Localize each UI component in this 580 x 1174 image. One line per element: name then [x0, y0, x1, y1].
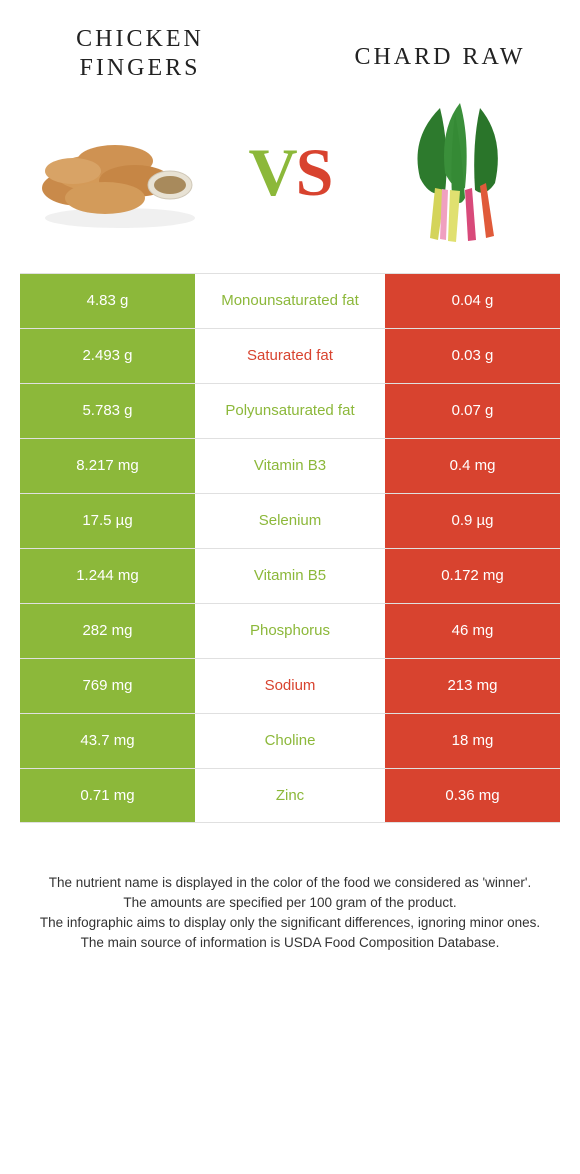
footer-notes: The nutrient name is displayed in the co… [0, 823, 580, 954]
vs-s: S [296, 134, 332, 210]
left-value: 43.7 mg [20, 714, 195, 768]
right-value: 18 mg [385, 714, 560, 768]
right-value: 0.36 mg [385, 769, 560, 822]
right-value: 0.07 g [385, 384, 560, 438]
left-value: 4.83 g [20, 274, 195, 328]
left-food-title: Chicken fingers [40, 25, 240, 83]
left-value: 0.71 mg [20, 769, 195, 822]
table-row: 4.83 gMonounsaturated fat0.04 g [20, 273, 560, 328]
left-food-image [30, 103, 210, 243]
table-row: 43.7 mgCholine18 mg [20, 713, 560, 768]
right-value: 0.04 g [385, 274, 560, 328]
nutrient-label: Vitamin B3 [195, 439, 385, 493]
nutrient-label: Vitamin B5 [195, 549, 385, 603]
vs-v: V [249, 134, 296, 210]
table-row: 2.493 gSaturated fat0.03 g [20, 328, 560, 383]
footer-line: The amounts are specified per 100 gram o… [35, 893, 545, 913]
table-row: 1.244 mgVitamin B50.172 mg [20, 548, 560, 603]
left-value: 5.783 g [20, 384, 195, 438]
footer-line: The nutrient name is displayed in the co… [35, 873, 545, 893]
nutrient-label: Saturated fat [195, 329, 385, 383]
right-food-image [370, 103, 550, 243]
table-row: 282 mgPhosphorus46 mg [20, 603, 560, 658]
right-value: 0.03 g [385, 329, 560, 383]
left-value: 1.244 mg [20, 549, 195, 603]
nutrient-label: Sodium [195, 659, 385, 713]
header: Chicken fingers Chard raw [0, 0, 580, 93]
table-row: 0.71 mgZinc0.36 mg [20, 768, 560, 823]
nutrient-label: Selenium [195, 494, 385, 548]
left-value: 17.5 µg [20, 494, 195, 548]
left-value: 2.493 g [20, 329, 195, 383]
table-row: 5.783 gPolyunsaturated fat0.07 g [20, 383, 560, 438]
footer-line: The infographic aims to display only the… [35, 913, 545, 933]
vs-row: VS [0, 93, 580, 273]
table-row: 769 mgSodium213 mg [20, 658, 560, 713]
right-value: 0.172 mg [385, 549, 560, 603]
nutrient-table: 4.83 gMonounsaturated fat0.04 g2.493 gSa… [20, 273, 560, 823]
nutrient-label: Polyunsaturated fat [195, 384, 385, 438]
nutrient-label: Zinc [195, 769, 385, 822]
nutrient-label: Phosphorus [195, 604, 385, 658]
left-value: 8.217 mg [20, 439, 195, 493]
left-value: 282 mg [20, 604, 195, 658]
left-value: 769 mg [20, 659, 195, 713]
right-value: 213 mg [385, 659, 560, 713]
nutrient-label: Monounsaturated fat [195, 274, 385, 328]
vs-label: VS [249, 133, 332, 212]
table-row: 8.217 mgVitamin B30.4 mg [20, 438, 560, 493]
right-value: 46 mg [385, 604, 560, 658]
nutrient-label: Choline [195, 714, 385, 768]
footer-line: The main source of information is USDA F… [35, 933, 545, 953]
right-value: 0.9 µg [385, 494, 560, 548]
right-food-title: Chard raw [340, 25, 540, 72]
table-row: 17.5 µgSelenium0.9 µg [20, 493, 560, 548]
right-value: 0.4 mg [385, 439, 560, 493]
